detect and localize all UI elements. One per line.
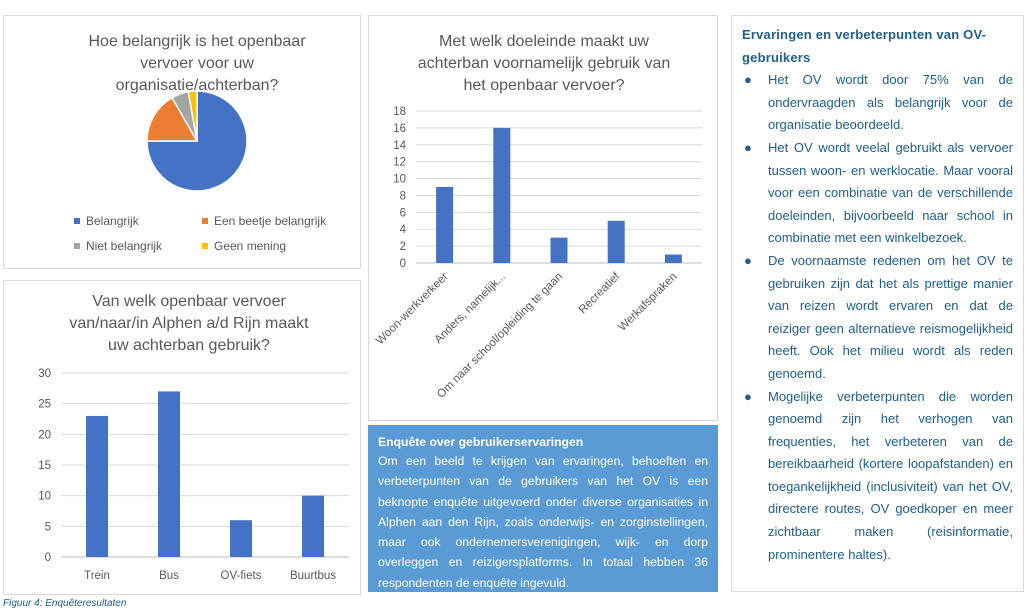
pie-slice [146, 96, 199, 142]
finding-item: ● De voornaamste redenen om het OV te geb… [742, 250, 1013, 386]
survey-title: Enquête over gebruikerservaringen [378, 435, 584, 449]
bar [493, 127, 511, 263]
bar [158, 391, 180, 557]
y-tick-label: 10 [38, 491, 51, 503]
bar [664, 254, 682, 263]
chart-title: het openbaar vervoer? [464, 77, 625, 94]
x-tick-label: Bus [159, 570, 179, 582]
y-tick-label: 12 [393, 157, 406, 169]
findings-panel: Ervaringen en verbeterpunten van OV-gebr… [731, 15, 1024, 592]
legend-marker [74, 218, 80, 224]
bar [436, 187, 454, 263]
x-tick-label: Trein [84, 570, 110, 582]
bullet-icon: ● [744, 139, 752, 155]
x-tick-label: OV-fiets [221, 570, 262, 582]
bullet-icon: ● [744, 252, 752, 268]
legend-label: Geen mening [214, 239, 286, 253]
chart-title: vervoer voor uw [140, 55, 254, 72]
survey-body: Om een beeld te krijgen van ervaringen, … [378, 454, 708, 590]
y-tick-label: 0 [400, 258, 406, 270]
x-tick-label: Recreatief [577, 270, 623, 316]
bar [230, 520, 252, 557]
chart-title: van/naar/in Alphen a/d Rijn maakt [69, 315, 309, 332]
legend-marker [202, 218, 208, 224]
findings-title: Ervaringen en verbeterpunten van OV-gebr… [742, 27, 987, 65]
figure-caption: Figuur 4: Enquêteresultaten [3, 598, 127, 609]
chart-title: Van welk openbaar vervoer [92, 293, 286, 310]
bullet-icon: ● [744, 388, 752, 404]
y-tick-label: 20 [38, 429, 51, 441]
pie-slice [146, 90, 248, 192]
transport-bar-chart: Van welk openbaar vervoer van/naar/in Alp… [38, 293, 349, 582]
y-tick-label: 14 [393, 140, 406, 152]
purpose-chart-panel: Met welk doeleinde maakt uw achterban voo… [368, 15, 718, 421]
y-tick-label: 4 [400, 224, 407, 236]
bar [550, 237, 568, 263]
legend-marker [74, 243, 80, 249]
x-tick-label: Om naar school/opleiding te gaan [435, 271, 565, 401]
pie-chart-panel: Hoe belangrijk is het openbaar vervoer vo… [3, 15, 361, 269]
bullet-icon: ● [744, 72, 752, 88]
y-tick-label: 25 [38, 399, 51, 411]
legend-label: Niet belangrijk [86, 239, 163, 253]
y-tick-label: 10 [393, 174, 406, 186]
x-tick-label: Buurtbus [290, 570, 336, 582]
pie-slice [187, 90, 198, 142]
y-tick-label: 6 [400, 207, 406, 219]
chart-title: Hoe belangrijk is het openbaar [88, 33, 306, 50]
bar [86, 415, 108, 557]
chart-title: Met welk doeleinde maakt uw [439, 33, 649, 50]
y-tick-label: 30 [38, 368, 51, 380]
y-tick-label: 15 [38, 460, 51, 472]
legend-label: Belangrijk [86, 214, 140, 228]
transport-chart-panel: Van welk openbaar vervoer van/naar/in Alp… [3, 280, 361, 595]
x-tick-label: Werkafspraken [616, 271, 679, 334]
chart-title: uw achterban gebruik? [108, 337, 270, 354]
finding-item: ● Mogelijke verbeterpunten die worden gen… [742, 386, 1013, 567]
y-tick-label: 16 [393, 123, 406, 135]
y-tick-label: 5 [45, 521, 51, 533]
survey-info-box: Enquête over gebruikerservaringen Om een… [368, 425, 718, 592]
purpose-bar-chart: Met welk doeleinde maakt uw achterban voo… [374, 33, 702, 401]
finding-item: ● Het OV wordt veelal gebruikt als vervoe… [742, 137, 1013, 250]
legend-marker [202, 243, 208, 249]
legend-label: Een beetje belangrijk [214, 214, 327, 228]
bar [302, 495, 324, 557]
bar [607, 220, 625, 263]
y-tick-label: 2 [400, 241, 406, 253]
importance-pie-chart: Hoe belangrijk is het openbaar vervoer vo… [74, 33, 327, 253]
findings-list: ● Het OV wordt door 75% van de ondervraag… [742, 69, 1013, 566]
y-tick-label: 18 [393, 106, 406, 118]
finding-item: ● Het OV wordt door 75% van de ondervraag… [742, 69, 1013, 137]
y-tick-label: 0 [45, 552, 51, 564]
chart-title: organisatie/achterban? [116, 77, 279, 94]
chart-title: achterban voornamelijk gebruik van [418, 55, 671, 72]
y-tick-label: 8 [400, 190, 406, 202]
